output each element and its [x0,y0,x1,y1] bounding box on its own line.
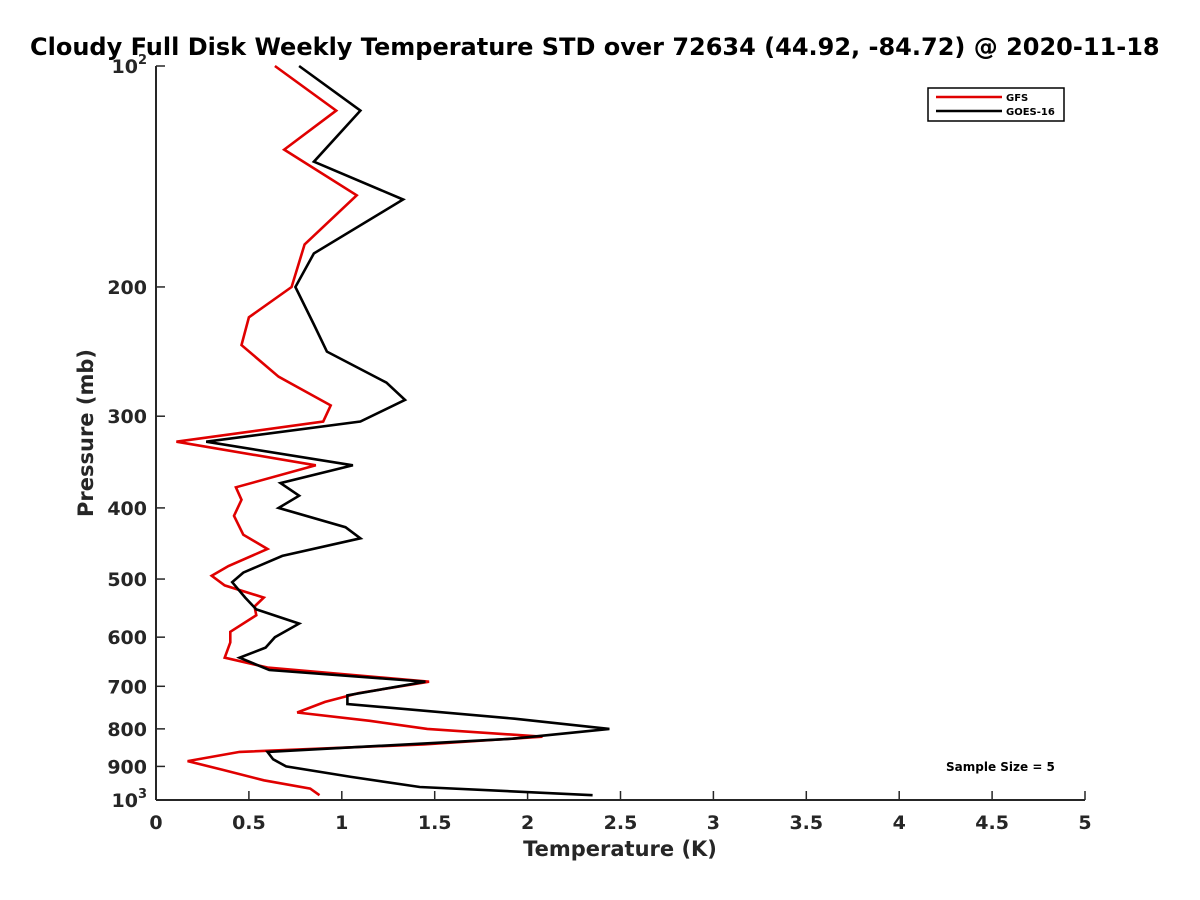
y-tick-base: 10 [112,790,138,812]
legend: GFS GOES-16 [927,87,1065,122]
x-ticks: 0 0.5 1 1.5 2 2.5 3 3.5 4 4.5 5 [149,791,1092,834]
x-axis-label: Temperature (K) [523,837,717,861]
x-tick-label: 4.5 [975,812,1009,834]
chart-title: Cloudy Full Disk Weekly Temperature STD … [30,33,1160,61]
series-layer [176,64,610,797]
y-tick-label: 400 [107,498,147,520]
x-tick-label: 5 [1078,812,1091,834]
series-line-goes16 [205,64,610,797]
y-tick-label: 700 [107,676,147,698]
x-tick-label: 0.5 [232,812,266,834]
y-tick-label: 500 [107,569,147,591]
legend-label-gfs: GFS [1006,93,1028,104]
y-tick-label: 800 [107,719,147,741]
x-tick-label: 4 [893,812,906,834]
y-axis-label: Pressure (mb) [74,349,98,517]
legend-label-goes16: GOES-16 [1006,107,1055,118]
y-tick-exponent: 2 [138,53,147,68]
x-tick-label: 1.5 [418,812,452,834]
y-tick-label: 900 [107,756,147,778]
y-tick-label: 600 [107,627,147,649]
x-tick-label: 2.5 [604,812,638,834]
y-tick-label: 200 [107,277,147,299]
y-tick-label: 300 [107,406,147,428]
x-tick-label: 3.5 [789,812,823,834]
y-tick-exponent: 3 [138,787,147,802]
legend-box [927,87,1065,122]
x-tick-label: 2 [521,812,534,834]
sample-size-annotation: Sample Size = 5 [946,760,1055,774]
x-tick-label: 3 [707,812,720,834]
y-tick-label: 102 [112,53,148,78]
x-tick-label: 1 [335,812,348,834]
y-tick-label: 103 [112,787,148,812]
x-tick-label: 0 [149,812,162,834]
y-tick-base: 10 [112,56,138,78]
